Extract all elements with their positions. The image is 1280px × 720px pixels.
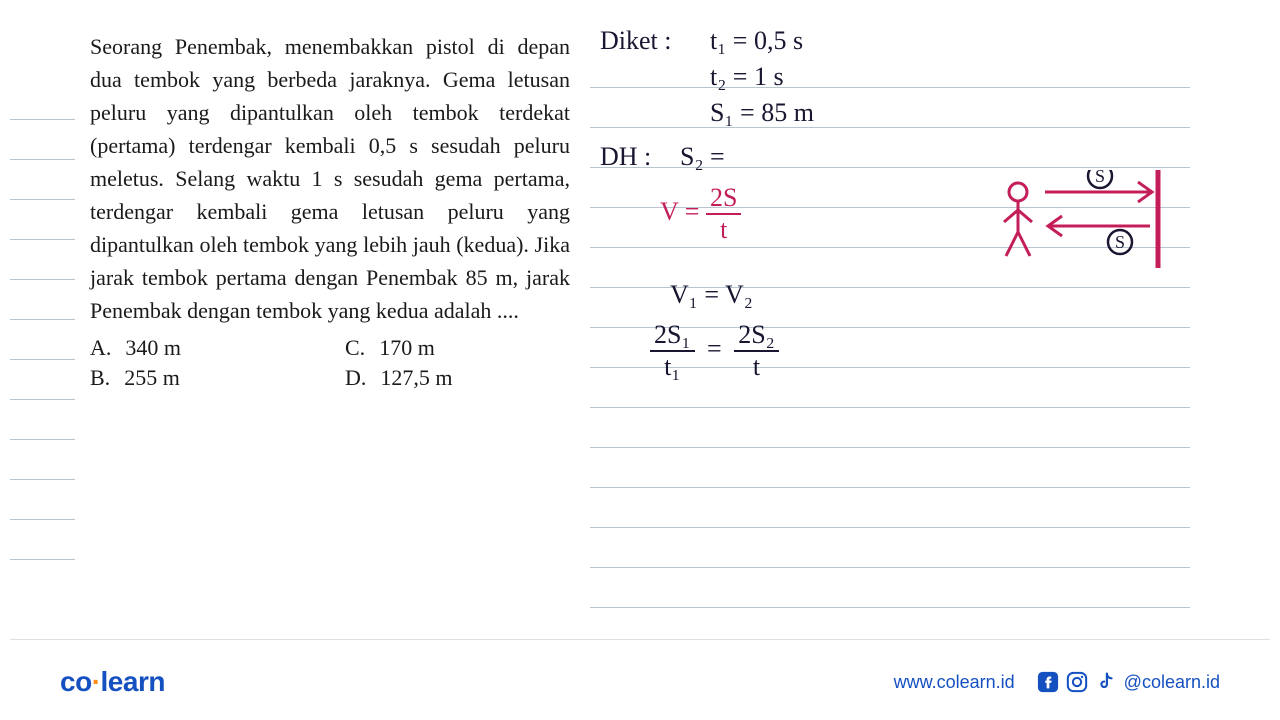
- echo-diagram: S S: [990, 170, 1180, 285]
- logo-co: co: [60, 666, 92, 697]
- hw-t1: t₁ = 0,5 s: [710, 24, 803, 58]
- option-a-value: 340 m: [125, 335, 181, 361]
- hw-equation: 2S₁ t₁ = 2S₂ t: [650, 322, 779, 380]
- left-ruled-lines: [10, 80, 75, 580]
- footer-url: www.colearn.id: [894, 672, 1015, 693]
- person-arm2: [1018, 210, 1032, 222]
- option-c-value: 170 m: [379, 335, 435, 361]
- option-b-label: B.: [90, 365, 110, 391]
- footer-divider: [10, 639, 1270, 640]
- option-c: C. 170 m: [345, 335, 570, 361]
- hw-formula-fraction: 2S t: [706, 185, 741, 243]
- hw-s1: S₁ = 85 m: [710, 96, 814, 130]
- hw-eq-right-den: t: [749, 352, 764, 380]
- hw-dh-label: DH :: [600, 140, 651, 174]
- hw-eq-right-num: 2S₂: [734, 322, 779, 352]
- logo-learn: learn: [101, 666, 165, 697]
- hw-eq-v: V₁ = V₂: [670, 278, 753, 312]
- option-a: A. 340 m: [90, 335, 315, 361]
- person-head-icon: [1009, 183, 1027, 201]
- option-d-label: D.: [345, 365, 366, 391]
- person-leg1: [1006, 232, 1018, 256]
- content-area: Seorang Penembak, menembakkan pistol di …: [90, 30, 1210, 620]
- option-d: D. 127,5 m: [345, 365, 570, 391]
- hw-diket-label: Diket :: [600, 24, 672, 58]
- hw-formula-den: t: [716, 215, 731, 243]
- hw-eq-left-num: 2S₁: [650, 322, 695, 352]
- label-s-top: S: [1095, 170, 1105, 186]
- hw-t2: t₂ = 1 s: [710, 60, 784, 94]
- diagram-svg: S S: [990, 170, 1180, 280]
- option-d-value: 127,5 m: [380, 365, 452, 391]
- instagram-icon: [1066, 671, 1088, 693]
- tiktok-icon: [1095, 671, 1117, 693]
- facebook-icon: [1037, 671, 1059, 693]
- notes-column: Diket : t₁ = 0,5 s t₂ = 1 s S₁ = 85 m DH…: [590, 30, 1190, 620]
- hw-eq-equals: =: [701, 334, 728, 363]
- hw-formula-num: 2S: [706, 185, 741, 215]
- brand-logo: co·learn: [60, 666, 165, 698]
- hw-formula-v: V = 2S t: [660, 185, 741, 243]
- hw-eq-left-frac: 2S₁ t₁: [650, 322, 695, 380]
- question-text: Seorang Penembak, menembakkan pistol di …: [90, 30, 570, 327]
- label-s-bottom: S: [1115, 232, 1125, 252]
- hw-eq-left-den: t₁: [660, 352, 684, 380]
- options-grid: A. 340 m C. 170 m B. 255 m D. 127,5 m: [90, 335, 570, 391]
- person-leg2: [1018, 232, 1030, 256]
- footer: co·learn www.colearn.id @colearn.id: [0, 666, 1280, 698]
- social-handle: @colearn.id: [1124, 672, 1220, 693]
- hw-eq-right-frac: 2S₂ t: [734, 322, 779, 380]
- question-column: Seorang Penembak, menembakkan pistol di …: [90, 30, 590, 620]
- option-a-label: A.: [90, 335, 111, 361]
- option-b: B. 255 m: [90, 365, 315, 391]
- option-c-label: C.: [345, 335, 365, 361]
- logo-dot-icon: ·: [92, 666, 101, 697]
- option-b-value: 255 m: [124, 365, 180, 391]
- social-group: @colearn.id: [1037, 671, 1220, 693]
- footer-right: www.colearn.id @colearn.id: [894, 671, 1220, 693]
- hw-s2: S₂ =: [680, 140, 725, 174]
- person-arm1: [1004, 210, 1018, 222]
- hw-formula-v-label: V =: [660, 197, 699, 226]
